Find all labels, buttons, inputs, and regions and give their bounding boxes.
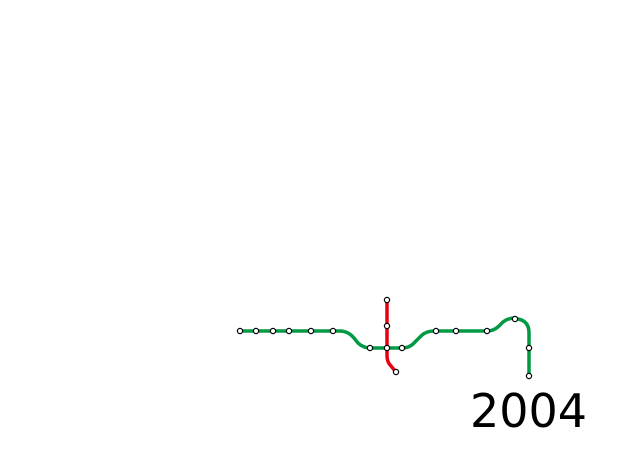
station [252, 327, 260, 335]
station [525, 344, 533, 352]
station [398, 344, 406, 352]
station [452, 327, 460, 335]
station [366, 344, 374, 352]
year-label: 2004 [470, 384, 588, 438]
station [432, 327, 440, 335]
station [269, 327, 277, 335]
station [392, 368, 400, 376]
station [285, 327, 293, 335]
station [383, 322, 391, 330]
station [236, 327, 244, 335]
station [329, 327, 337, 335]
red-line [385, 298, 398, 374]
station-interchange [383, 344, 391, 352]
station [511, 315, 519, 323]
station [483, 327, 491, 335]
station [383, 296, 391, 304]
station [525, 372, 533, 380]
station [307, 327, 315, 335]
stations [236, 296, 533, 380]
